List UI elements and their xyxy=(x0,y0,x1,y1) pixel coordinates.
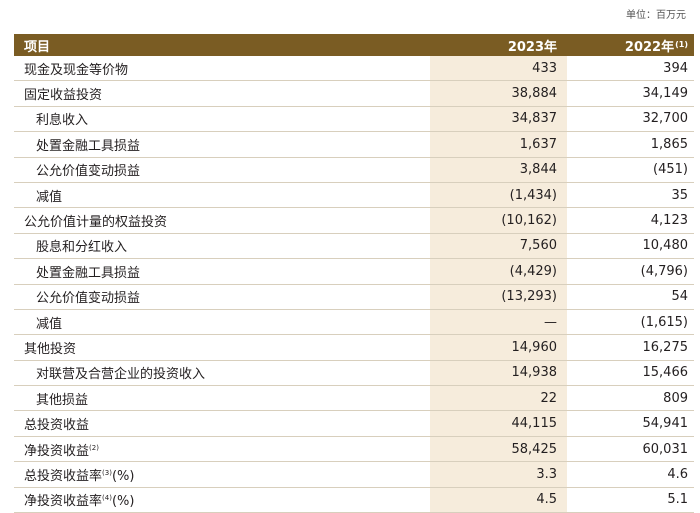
row-label: 其他损益 xyxy=(36,392,89,408)
row-value-2023: 44,115 xyxy=(430,411,567,436)
row-label: 对联营及合营企业的投资收入 xyxy=(36,367,206,383)
table-row: 股息和分红收入 7,560 10,480 xyxy=(14,233,694,260)
row-value-2023: (4,429) xyxy=(430,259,567,284)
row-label: 利息收入 xyxy=(36,113,89,129)
row-value-2022: 1,865 xyxy=(650,136,688,152)
table-row: 公允价值变动损益 (13,293) 54 xyxy=(14,284,694,310)
row-value-2023: 14,938 xyxy=(430,360,567,386)
row-label: 公允价值变动损益 xyxy=(36,164,141,180)
row-label: 股息和分红收入 xyxy=(36,240,128,256)
row-value-2022: 54 xyxy=(671,289,688,305)
row-value-2023: 1,637 xyxy=(430,132,567,157)
row-footnote: (3) xyxy=(102,468,112,477)
table-row: 公允价值变动损益 3,844 (451) xyxy=(14,157,694,183)
row-label: 公允价值变动损益 xyxy=(36,291,141,307)
table-row: 处置金融工具损益 (4,429) (4,796) xyxy=(14,259,694,285)
row-value-2022: 34,149 xyxy=(642,86,689,102)
row-value-2022: 4.6 xyxy=(667,466,688,482)
row-suffix: (%) xyxy=(111,494,135,510)
row-value-2022: 10,480 xyxy=(642,238,689,254)
row-value-2022: 809 xyxy=(663,390,688,406)
row-value-2022: 32,700 xyxy=(642,111,689,127)
table-row: 公允价值计量的权益投资 (10,162) 4,123 xyxy=(14,208,694,234)
header-item: 项目 xyxy=(24,39,51,55)
row-label: 处置金融工具损益 xyxy=(36,265,141,281)
table-row: 减值 — (1,615) xyxy=(14,309,694,336)
table-row: 总投资收益 44,115 54,941 xyxy=(14,411,694,437)
row-value-2022: (451) xyxy=(653,162,688,178)
header-2022-label: 2022年 xyxy=(624,39,675,55)
row-label: 固定收益投资 xyxy=(24,88,103,104)
table-row: 其他损益 22 809 xyxy=(14,386,694,412)
row-value-2022: 35 xyxy=(671,187,688,203)
header-2023: 2023年 xyxy=(507,39,557,55)
row-value-2023: 4.5 xyxy=(430,487,567,513)
row-value-2023: 14,960 xyxy=(430,335,567,360)
row-value-2023: 433 xyxy=(430,56,567,81)
table-row: 对联营及合营企业的投资收入 14,938 15,466 xyxy=(14,360,694,387)
unit-label: 单位：百万元 xyxy=(626,10,686,21)
row-value-2022: (1,615) xyxy=(640,314,688,330)
row-label: 减值 xyxy=(36,189,63,205)
row-value-2022: 15,466 xyxy=(642,365,689,381)
row-value-2023: (1,434) xyxy=(430,182,567,208)
row-footnote: (2) xyxy=(89,443,99,452)
investment-income-table: 项目 2023年 2022年(1) 现金及现金等价物 433 394 固定收益投… xyxy=(14,34,694,513)
row-footnote: (4) xyxy=(102,494,112,503)
header-2022-note: (1) xyxy=(675,39,688,49)
row-label: 净投资收益率 xyxy=(24,494,103,510)
row-label: 减值 xyxy=(36,316,63,332)
row-value-2022: (4,796) xyxy=(640,263,688,279)
row-label: 净投资收益 xyxy=(24,443,90,459)
row-label: 总投资收益率 xyxy=(24,468,103,484)
header-2022: 2022年(1) xyxy=(567,36,694,55)
table-row: 减值 (1,434) 35 xyxy=(14,182,694,209)
row-suffix: (%) xyxy=(111,468,135,484)
table-row: 净投资收益(2) 58,425 60,031 xyxy=(14,436,694,463)
table-row: 固定收益投资 38,884 34,149 xyxy=(14,81,694,107)
table-row: 总投资收益率(3)(%) 3.3 4.6 xyxy=(14,462,694,488)
row-value-2023: 58,425 xyxy=(430,436,567,462)
row-value-2022: 60,031 xyxy=(642,441,689,457)
row-value-2023: 7,560 xyxy=(430,233,567,259)
table-row: 现金及现金等价物 433 394 xyxy=(14,56,694,82)
row-label: 处置金融工具损益 xyxy=(36,138,141,154)
row-value-2023: 34,837 xyxy=(430,106,567,132)
row-value-2022: 4,123 xyxy=(650,213,688,229)
row-value-2023: (10,162) xyxy=(430,208,567,233)
table-row: 处置金融工具损益 1,637 1,865 xyxy=(14,132,694,158)
table-row: 其他投资 14,960 16,275 xyxy=(14,335,694,361)
table-row: 净投资收益率(4)(%) 4.5 5.1 xyxy=(14,487,694,513)
row-value-2022: 54,941 xyxy=(642,416,689,432)
row-label: 其他投资 xyxy=(24,341,77,357)
row-label: 总投资收益 xyxy=(24,418,90,434)
row-value-2022: 394 xyxy=(663,60,688,76)
table-row: 利息收入 34,837 32,700 xyxy=(14,106,694,133)
table-header: 项目 2023年 2022年(1) xyxy=(14,34,694,56)
row-label: 现金及现金等价物 xyxy=(24,62,129,78)
row-value-2023: 3.3 xyxy=(430,462,567,487)
row-value-2023: 38,884 xyxy=(430,81,567,106)
row-value-2022: 16,275 xyxy=(642,339,689,355)
row-value-2023: (13,293) xyxy=(430,284,567,309)
row-value-2023: 3,844 xyxy=(430,157,567,182)
row-value-2023: — xyxy=(430,309,567,335)
row-value-2023: 22 xyxy=(430,386,567,411)
row-label: 公允价值计量的权益投资 xyxy=(24,215,168,231)
